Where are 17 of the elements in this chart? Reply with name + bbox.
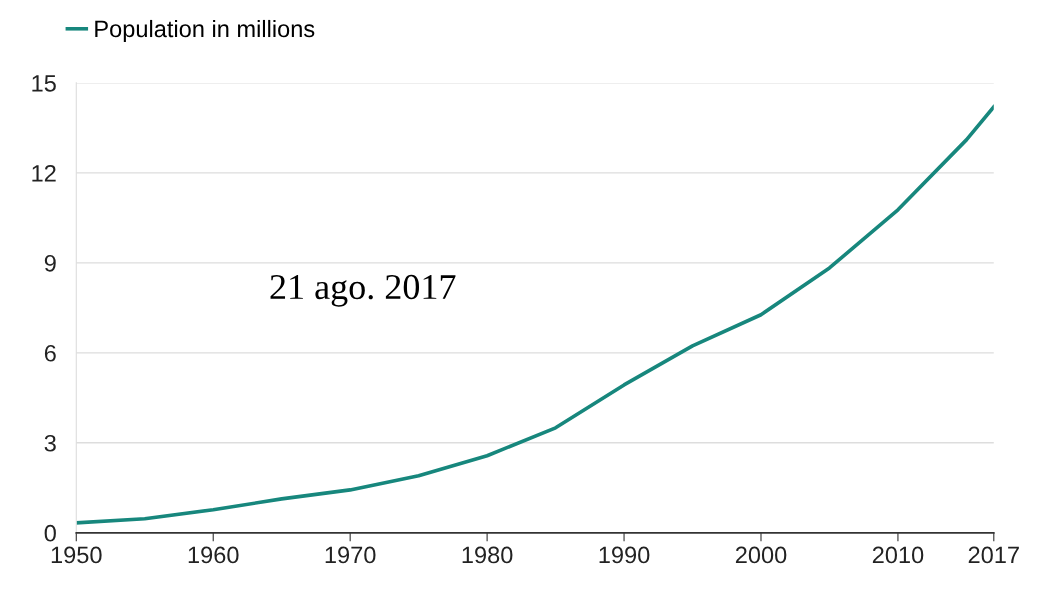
line-series xyxy=(76,105,994,525)
y-tick-label: 15 xyxy=(32,75,56,92)
x-tick-label: 1990 xyxy=(599,546,650,564)
y-tick-label: 3 xyxy=(44,434,56,452)
x-tick-label: 2010 xyxy=(872,546,924,564)
x-tick-label: 1950 xyxy=(51,546,102,564)
x-tick-label: 1960 xyxy=(188,546,239,564)
x-tick-label: 2017 xyxy=(968,546,1019,564)
legend-label: Population in millions xyxy=(95,19,315,42)
annotation: 21 ago. 2017 xyxy=(270,274,456,307)
y-tick-label: 6 xyxy=(44,344,56,362)
x-tick-label: 1980 xyxy=(462,546,513,564)
x-tick-label: 2000 xyxy=(735,546,787,564)
y-tick-label: 9 xyxy=(44,254,56,272)
x-tick-label: 1970 xyxy=(325,546,376,564)
y-tick-label: 12 xyxy=(32,164,56,182)
y-tick-label: 0 xyxy=(44,524,56,542)
